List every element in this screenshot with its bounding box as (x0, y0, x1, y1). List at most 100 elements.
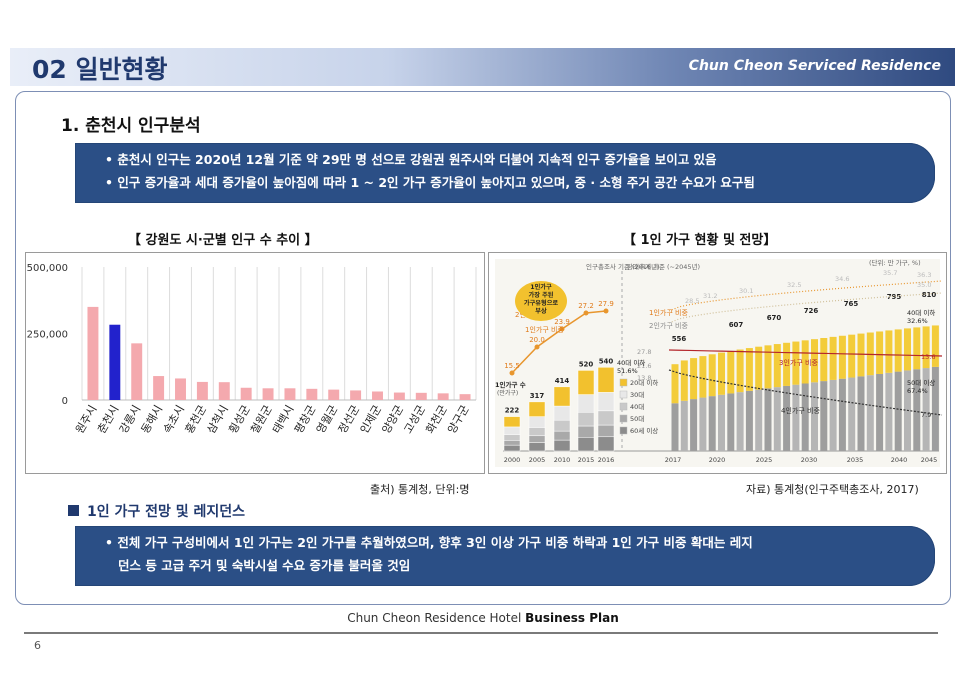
stack-segment (577, 394, 595, 413)
footer-bold: Business Plan (525, 611, 619, 625)
projection-bar-upper (708, 354, 716, 397)
ratio-label: 2인가구 비중 (649, 321, 688, 330)
bar (87, 306, 99, 400)
series-point (603, 308, 609, 314)
legend-swatch (619, 402, 628, 411)
projection-bar-upper (894, 329, 902, 372)
bar (284, 388, 296, 400)
projection-bar-upper (913, 327, 921, 370)
projection-bar-upper (829, 336, 837, 380)
projection-bar-lower (671, 403, 679, 451)
bar (153, 376, 165, 400)
ratio-label: 4인가구 비중 (781, 406, 820, 415)
footer-normal: Chun Cheon Residence Hotel (347, 611, 526, 625)
projection-bar-lower (783, 385, 791, 451)
note-text: 인구총조사 기준 (2016년) (586, 262, 660, 271)
age-note: 51.6% (617, 367, 638, 375)
total-label: 556 (672, 335, 687, 343)
series-line-2person (668, 292, 943, 324)
x-tick-label: 2010 (554, 456, 571, 464)
x-tick-label: 2005 (529, 456, 546, 464)
ratio-label: 34.6 (835, 275, 849, 283)
stack-segment (503, 440, 521, 446)
stack-segment (553, 439, 571, 452)
x-tick-label: 2040 (891, 456, 908, 464)
bar (262, 388, 274, 400)
projection-bar-lower (755, 389, 763, 451)
projection-bar-lower (922, 368, 930, 451)
bullet-line: 던스 등 고급 주거 및 숙박시설 수요 증가를 불러올 것임 (105, 558, 411, 573)
projection-bar-lower (736, 392, 744, 451)
projection-bar-upper (876, 331, 884, 374)
ratio-label: 1인가구 비중 (525, 325, 564, 334)
projection-bar-upper (885, 330, 893, 373)
projection-bar-lower (894, 371, 902, 451)
ratio-label: 7.9 (921, 411, 931, 419)
x-tick-label: 원주시 (73, 403, 99, 436)
sub-heading-text: 1인 가구 전망 및 레지던스 (87, 504, 246, 520)
series-line-3person (668, 349, 943, 357)
bar (131, 343, 143, 400)
legend-label: 40대 (630, 403, 644, 411)
age-note: 40대 이하 (617, 358, 645, 367)
x-tick-label: 홍천군 (182, 403, 209, 436)
legend-label: 50대 (630, 415, 644, 423)
bar (350, 390, 362, 400)
x-tick-label: 양구군 (445, 403, 471, 436)
bar (328, 389, 340, 400)
bar (306, 388, 318, 400)
x-tick-label: 춘천시 (94, 403, 121, 436)
series-point (509, 370, 515, 376)
total-label: 810 (922, 291, 937, 299)
ratio-label: 32.5 (787, 281, 801, 289)
x-tick-label: 횡성군 (226, 403, 252, 436)
projection-bar-lower (773, 387, 781, 451)
footer-divider (24, 632, 938, 634)
y-tick-label: 250,000 (27, 330, 68, 341)
stack-segment (553, 386, 571, 407)
stack-segment (503, 426, 521, 435)
callout-text: 가장 주된 (529, 291, 554, 299)
projection-bar-upper (811, 339, 818, 383)
projection-bar-lower (866, 375, 874, 451)
age-note: 50대 이상 (907, 378, 935, 387)
page-number: 6 (34, 639, 41, 652)
projection-bar-lower (727, 393, 735, 451)
projection-bar-lower (820, 381, 828, 451)
y-tick-label: 0 (62, 396, 68, 407)
legend-swatch (619, 378, 628, 387)
stack-segment (597, 410, 615, 426)
total-label: 765 (844, 300, 859, 308)
stack-segment (597, 424, 615, 438)
total-label: 670 (767, 314, 782, 322)
ratio-label: 27.9 (598, 300, 614, 308)
bar (196, 381, 208, 400)
population-chart-panel: 500,000 250,000 0 원주시 춘천시 강릉시 동해시 속초시 홍천군 삼척시 횡성군 철… (25, 252, 485, 474)
projection-bar-upper (736, 349, 744, 393)
projection-bar-upper (783, 342, 791, 386)
ratio-label: 13.6 (921, 353, 935, 361)
series-point (583, 310, 589, 316)
series-point (559, 326, 565, 332)
projection-bar-upper (801, 340, 809, 384)
projection-bar-lower (838, 378, 846, 451)
x-tick-label: 2035 (847, 456, 864, 464)
projection-bar-lower (931, 366, 939, 451)
bullet-line: • 전체 가구 구성비에서 1인 가구는 2인 가구를 추월하였으며, 향후 3… (105, 535, 753, 550)
legend-label: 20대 이하 (630, 378, 658, 387)
square-bullet-icon (68, 505, 79, 516)
x-tick-label: 2017 (665, 456, 682, 464)
stack-segment (597, 392, 615, 412)
projection-bar-upper (699, 356, 707, 398)
total-label: 726 (804, 307, 819, 315)
stack-segment (528, 427, 546, 437)
x-tick-label: 2016 (598, 456, 615, 464)
projection-bar-lower (857, 376, 865, 451)
projection-bar-lower (829, 379, 837, 451)
x-tick-label: 양양군 (380, 403, 406, 436)
household-infographic: 인구총조사 기준 (2016년)장래추계 기준 (~2045년) (단위: 만 가… (495, 258, 943, 467)
ratio-label: 27.2 (578, 302, 594, 310)
x-tick-label: 삼척시 (204, 403, 230, 436)
ratio-label: 28.5 (685, 297, 699, 305)
stack-segment (503, 444, 521, 452)
